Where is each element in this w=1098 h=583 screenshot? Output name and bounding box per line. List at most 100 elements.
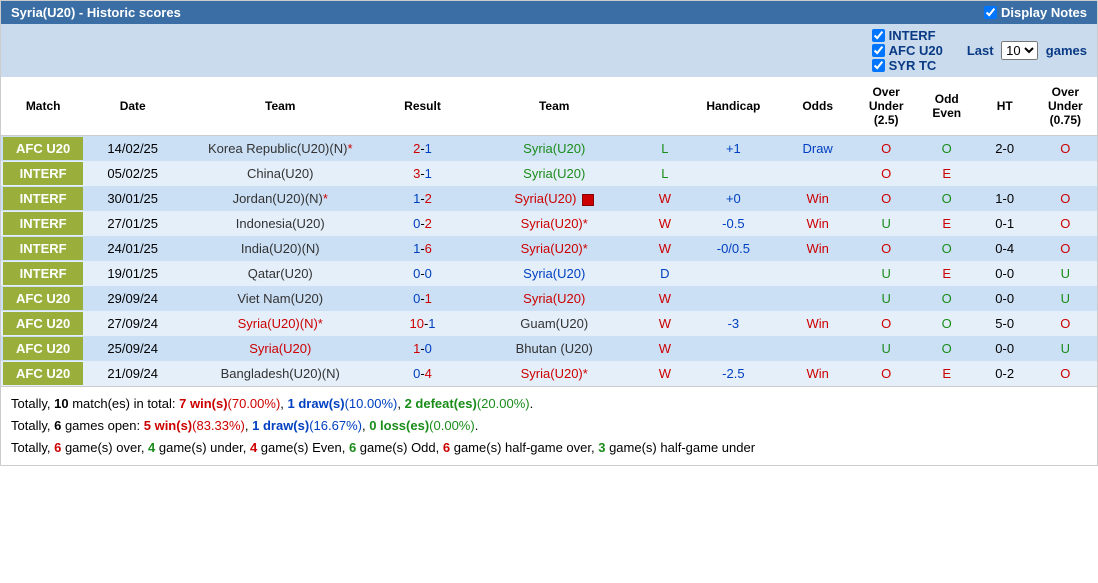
cell-wdl: W xyxy=(644,286,686,311)
competition-tag: AFC U20 xyxy=(3,337,83,360)
cell-date: 19/01/25 xyxy=(85,261,180,286)
cell-away-team: Syria(U20)* xyxy=(465,361,644,386)
cell-match: INTERF xyxy=(1,186,85,211)
cell-match: AFC U20 xyxy=(1,361,85,386)
table-row[interactable]: AFC U2021/09/24Bangladesh(U20)(N)0-4Syri… xyxy=(1,361,1097,386)
filter-checkbox[interactable] xyxy=(872,44,885,57)
cell-odds: Draw xyxy=(781,136,855,162)
cell-odds: Win xyxy=(781,211,855,236)
competition-tag: AFC U20 xyxy=(3,362,83,385)
table-row[interactable]: INTERF05/02/25China(U20)3-1Syria(U20)LOE xyxy=(1,161,1097,186)
cell-away-team: Syria(U20) xyxy=(465,261,644,286)
cell-odds: Win xyxy=(781,236,855,261)
cell-odds xyxy=(781,336,855,361)
cell-wdl: W xyxy=(644,186,686,211)
cell-wdl: W xyxy=(644,361,686,386)
col-header: Over Under (2.5) xyxy=(855,77,918,136)
filter-interf[interactable]: INTERF xyxy=(872,28,943,43)
table-row[interactable]: INTERF30/01/25Jordan(U20)(N)*1-2Syria(U2… xyxy=(1,186,1097,211)
table-row[interactable]: INTERF27/01/25Indonesia(U20)0-2Syria(U20… xyxy=(1,211,1097,236)
cell-oddeven: E xyxy=(918,261,976,286)
cell-result: 1-6 xyxy=(380,236,464,261)
cell-ht xyxy=(976,161,1034,186)
cell-wdl: W xyxy=(644,211,686,236)
cell-handicap: -2.5 xyxy=(686,361,781,386)
competition-tag: INTERF xyxy=(3,187,83,210)
cell-odds: Win xyxy=(781,186,855,211)
filter-label: SYR TC xyxy=(889,58,937,73)
table-row[interactable]: AFC U2027/09/24Syria(U20)(N)*10-1Guam(U2… xyxy=(1,311,1097,336)
cell-handicap xyxy=(686,336,781,361)
filter-checkbox[interactable] xyxy=(872,59,885,72)
col-header: Odds xyxy=(781,77,855,136)
cell-home-team: Syria(U20)(N)* xyxy=(180,311,380,336)
col-header: Over Under (0.75) xyxy=(1034,77,1097,136)
cell-ou075: O xyxy=(1034,186,1097,211)
cell-away-team: Guam(U20) xyxy=(465,311,644,336)
competition-tag: INTERF xyxy=(3,162,83,185)
display-notes-input[interactable] xyxy=(984,6,997,19)
table-header-row: MatchDateTeamResultTeamHandicapOddsOver … xyxy=(1,77,1097,136)
cell-ht: 0-0 xyxy=(976,286,1034,311)
cell-ou075 xyxy=(1034,161,1097,186)
cell-handicap: -0/0.5 xyxy=(686,236,781,261)
cell-ou075: O xyxy=(1034,236,1097,261)
cell-handicap: +1 xyxy=(686,136,781,162)
cell-handicap xyxy=(686,286,781,311)
cell-date: 27/09/24 xyxy=(85,311,180,336)
table-row[interactable]: INTERF19/01/25Qatar(U20)0-0Syria(U20)DUE… xyxy=(1,261,1097,286)
cell-wdl: L xyxy=(644,161,686,186)
table-body: AFC U2014/02/25Korea Republic(U20)(N)*2-… xyxy=(1,136,1097,387)
cell-ht: 2-0 xyxy=(976,136,1034,162)
cell-ou25: O xyxy=(855,361,918,386)
cell-ht: 5-0 xyxy=(976,311,1034,336)
last-suffix: games xyxy=(1046,43,1087,58)
cell-oddeven: E xyxy=(918,211,976,236)
cell-date: 05/02/25 xyxy=(85,161,180,186)
last-games-select[interactable]: 10 xyxy=(1001,41,1038,60)
red-card-icon xyxy=(582,194,594,206)
cell-oddeven: O xyxy=(918,236,976,261)
col-header: Match xyxy=(1,77,85,136)
cell-match: INTERF xyxy=(1,261,85,286)
display-notes-label: Display Notes xyxy=(1001,5,1087,20)
cell-ou25: O xyxy=(855,136,918,162)
competition-tag: AFC U20 xyxy=(3,287,83,310)
cell-handicap: +0 xyxy=(686,186,781,211)
filter-label: INTERF xyxy=(889,28,936,43)
cell-date: 14/02/25 xyxy=(85,136,180,162)
table-row[interactable]: AFC U2014/02/25Korea Republic(U20)(N)*2-… xyxy=(1,136,1097,162)
cell-date: 27/01/25 xyxy=(85,211,180,236)
filter-syr-tc[interactable]: SYR TC xyxy=(872,58,943,73)
cell-result: 0-2 xyxy=(380,211,464,236)
cell-ou25: U xyxy=(855,336,918,361)
cell-ht: 0-4 xyxy=(976,236,1034,261)
filter-checkbox[interactable] xyxy=(872,29,885,42)
cell-ht: 0-0 xyxy=(976,336,1034,361)
cell-odds: Win xyxy=(781,361,855,386)
cell-ou075: O xyxy=(1034,211,1097,236)
table-row[interactable]: AFC U2025/09/24Syria(U20)1-0Bhutan (U20)… xyxy=(1,336,1097,361)
cell-away-team: Syria(U20) xyxy=(465,186,644,211)
cell-ht: 0-0 xyxy=(976,261,1034,286)
table-row[interactable]: INTERF24/01/25India(U20)(N)1-6Syria(U20)… xyxy=(1,236,1097,261)
cell-match: INTERF xyxy=(1,161,85,186)
cell-home-team: Korea Republic(U20)(N)* xyxy=(180,136,380,162)
cell-result: 10-1 xyxy=(380,311,464,336)
cell-home-team: Bangladesh(U20)(N) xyxy=(180,361,380,386)
cell-ou075: U xyxy=(1034,286,1097,311)
competition-tag: INTERF xyxy=(3,262,83,285)
cell-ht: 1-0 xyxy=(976,186,1034,211)
filter-afc-u20[interactable]: AFC U20 xyxy=(872,43,943,58)
cell-handicap xyxy=(686,261,781,286)
cell-handicap: -3 xyxy=(686,311,781,336)
scores-panel: Syria(U20) - Historic scores Display Not… xyxy=(0,0,1098,466)
cell-match: INTERF xyxy=(1,236,85,261)
cell-result: 2-1 xyxy=(380,136,464,162)
cell-oddeven: E xyxy=(918,161,976,186)
table-row[interactable]: AFC U2029/09/24Viet Nam(U20)0-1Syria(U20… xyxy=(1,286,1097,311)
display-notes-checkbox[interactable]: Display Notes xyxy=(984,5,1087,20)
panel-title: Syria(U20) - Historic scores xyxy=(11,5,181,20)
cell-date: 30/01/25 xyxy=(85,186,180,211)
col-header: Odd Even xyxy=(918,77,976,136)
